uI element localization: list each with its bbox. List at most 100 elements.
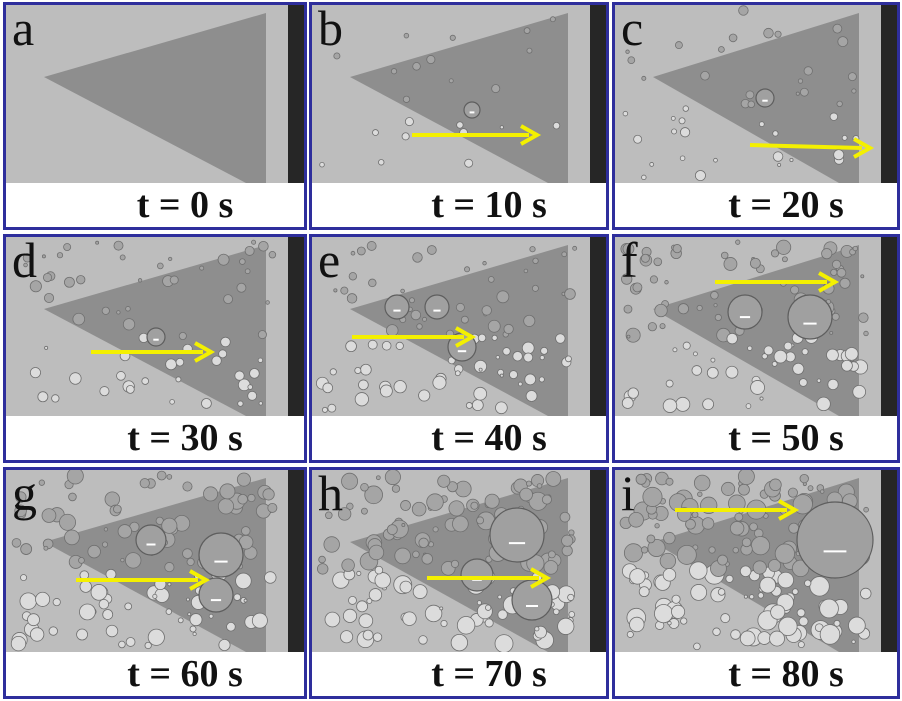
- droplet: [234, 594, 241, 601]
- droplet: [718, 46, 724, 52]
- droplet: [477, 601, 481, 605]
- droplet: [342, 559, 355, 572]
- droplet: [676, 397, 690, 411]
- droplet: [518, 382, 522, 386]
- droplet: [351, 251, 355, 255]
- droplet: [548, 551, 555, 558]
- panel-letter: a: [12, 2, 34, 57]
- time-label: t = 70 s: [312, 652, 606, 696]
- droplet: [346, 341, 357, 352]
- droplet: [692, 366, 702, 376]
- droplet: [57, 252, 62, 257]
- droplet: [668, 621, 672, 625]
- time-label: t = 0 s: [6, 183, 304, 227]
- droplet: [266, 301, 270, 305]
- droplet: [630, 569, 646, 585]
- droplet: [797, 609, 805, 617]
- droplet: [324, 537, 340, 553]
- droplet: [187, 558, 194, 565]
- droplet: [378, 160, 384, 166]
- droplet: [126, 306, 131, 311]
- droplet: [660, 553, 676, 569]
- panel: a t = 0 s: [3, 2, 307, 230]
- droplet: [120, 255, 125, 260]
- droplet: [219, 639, 230, 650]
- droplet: [259, 241, 269, 251]
- droplet: [248, 494, 255, 501]
- droplet: [100, 387, 109, 396]
- droplet: [698, 492, 703, 497]
- droplet: [845, 348, 858, 361]
- droplet: [553, 122, 560, 129]
- droplet: [79, 557, 85, 563]
- droplet: [136, 525, 166, 555]
- photo: [6, 5, 304, 183]
- droplet: [707, 367, 718, 378]
- droplet: [461, 559, 493, 591]
- droplet: [117, 371, 126, 380]
- time-label: t = 10 s: [312, 183, 606, 227]
- droplet: [190, 626, 196, 632]
- droplet: [427, 246, 436, 255]
- droplet: [834, 620, 840, 626]
- droplet: [386, 325, 398, 337]
- droplet: [788, 295, 832, 339]
- droplet: [760, 577, 776, 593]
- droplet: [438, 475, 450, 487]
- droplet: [199, 533, 243, 577]
- droplet: [188, 613, 191, 616]
- droplet: [69, 493, 77, 501]
- droplet: [565, 289, 576, 300]
- droplet: [178, 618, 183, 623]
- time-label: t = 80 s: [615, 652, 897, 696]
- droplet: [628, 388, 638, 398]
- droplet: [553, 609, 559, 615]
- droplet: [461, 316, 468, 323]
- droplet: [560, 512, 570, 522]
- droplet: [142, 378, 149, 385]
- droplet: [343, 609, 356, 622]
- droplet: [106, 569, 116, 579]
- droplet: [20, 574, 26, 580]
- droplet: [713, 628, 721, 636]
- droplet: [793, 363, 804, 374]
- edge: [288, 5, 304, 183]
- droplet: [671, 116, 675, 120]
- droplet: [44, 293, 53, 302]
- droplet: [118, 525, 131, 538]
- droplet: [402, 133, 409, 140]
- droplet: [655, 523, 659, 527]
- droplet: [569, 612, 575, 618]
- droplet: [864, 331, 869, 336]
- droplet: [405, 118, 413, 126]
- droplet: [500, 126, 503, 129]
- droplet: [746, 91, 754, 99]
- droplet: [209, 614, 213, 618]
- droplet: [341, 287, 348, 294]
- droplet: [808, 486, 813, 491]
- droplet: [740, 566, 751, 577]
- droplet: [193, 632, 196, 635]
- droplet: [441, 620, 447, 626]
- droplet: [357, 571, 361, 575]
- droplet: [532, 285, 538, 291]
- droplet: [392, 485, 399, 492]
- droplet: [168, 583, 171, 586]
- droplet: [691, 584, 707, 600]
- droplet: [726, 366, 738, 378]
- droplet: [721, 252, 728, 259]
- droplet: [760, 397, 763, 400]
- droplet: [641, 547, 647, 553]
- droplet: [400, 581, 412, 593]
- droplet: [666, 380, 673, 387]
- droplet: [738, 470, 754, 485]
- droplet: [157, 263, 163, 269]
- droplet: [665, 280, 669, 284]
- edge: [590, 5, 606, 183]
- droplet: [12, 538, 21, 547]
- droplet: [759, 122, 764, 127]
- droplet: [465, 159, 473, 167]
- droplet: [673, 244, 681, 252]
- droplet: [385, 470, 400, 485]
- droplet: [838, 37, 848, 47]
